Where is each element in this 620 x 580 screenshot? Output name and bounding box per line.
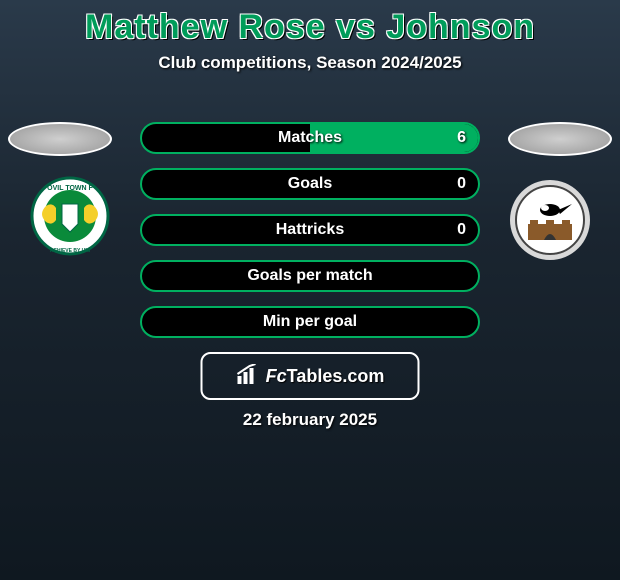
stat-row-matches: Matches 6 xyxy=(140,122,480,154)
crest-left-top-text: OVIL TOWN F xyxy=(47,185,93,192)
stat-label: Matches xyxy=(142,124,478,152)
brand-name: FcTables.com xyxy=(266,366,385,387)
stats-block: Matches 6 Goals 0 Hattricks 0 Goals per … xyxy=(140,122,480,352)
infographic-date: 22 february 2025 xyxy=(0,410,620,430)
bar-chart-icon xyxy=(236,364,260,389)
stat-value-right: 6 xyxy=(457,124,466,152)
page-subtitle: Club competitions, Season 2024/2025 xyxy=(0,53,620,73)
stat-label: Goals xyxy=(142,170,478,198)
stat-row-gpm: Goals per match xyxy=(140,260,480,292)
stat-row-goals: Goals 0 xyxy=(140,168,480,200)
stat-row-mpg: Min per goal xyxy=(140,306,480,338)
club-crest-left: OVIL TOWN F ACHIEVE BY UNI xyxy=(20,176,120,256)
stat-value-right: 0 xyxy=(457,216,466,244)
brand-box[interactable]: FcTables.com xyxy=(201,352,420,400)
page-title: Matthew Rose vs Johnson xyxy=(0,0,620,47)
stat-row-hattricks: Hattricks 0 xyxy=(140,214,480,246)
club-crest-right xyxy=(500,180,600,260)
crest-left-bottom-text: ACHIEVE BY UNI xyxy=(50,248,91,254)
stat-label: Goals per match xyxy=(142,262,478,290)
player-photo-right xyxy=(508,122,612,156)
stat-label: Hattricks xyxy=(142,216,478,244)
stat-label: Min per goal xyxy=(142,308,478,336)
player-photo-left xyxy=(8,122,112,156)
stat-value-right: 0 xyxy=(457,170,466,198)
